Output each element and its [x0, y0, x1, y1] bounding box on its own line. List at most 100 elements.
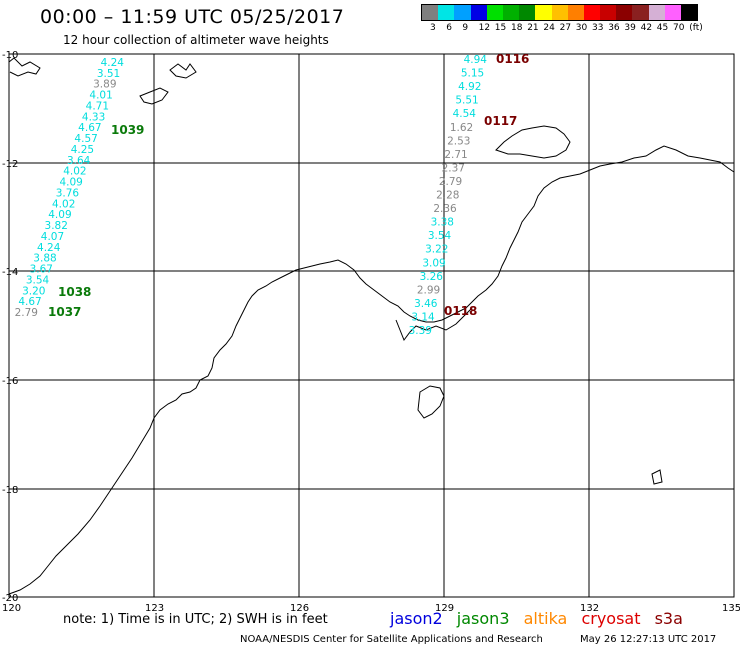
legend-label: 70: [673, 23, 685, 33]
satellite-name-altika: altika: [523, 609, 568, 628]
pass-label: 0116: [496, 52, 529, 66]
wave-height-value: 3.64: [67, 155, 91, 167]
axis-tick-labels: 120 123 126 129 132 135 -10 -12 -14 -16 …: [2, 50, 740, 614]
legend-swatches: [421, 4, 699, 21]
legend-label: 18: [511, 23, 523, 33]
pass-label: 0117: [484, 114, 517, 128]
wave-height-value: 3.26: [420, 271, 444, 283]
x-tick-label: 120: [2, 603, 21, 614]
y-tick-label: -14: [2, 267, 18, 278]
wave-height-value: 4.33: [82, 111, 105, 123]
wave-height-value: 4.94: [464, 54, 488, 66]
small-island-coast: [139, 87, 169, 105]
wave-height-value: 4.09: [59, 177, 82, 189]
wave-height-value: 3.67: [30, 264, 53, 276]
coastlines: [8, 57, 735, 595]
pass-label: 1039: [111, 123, 144, 137]
wave-height-value: 3.22: [425, 244, 448, 256]
legend-swatch: [664, 5, 681, 20]
legend-swatch: [519, 5, 536, 20]
wave-height-value: 2.53: [447, 135, 470, 147]
wave-height-value: 5.51: [455, 95, 478, 107]
wave-height-value: 4.92: [458, 81, 481, 93]
legend-label: (ft): [689, 23, 703, 33]
legend-label: 24: [543, 23, 555, 33]
wave-height-value: 5.15: [461, 68, 484, 80]
legend-swatch: [438, 5, 455, 20]
x-tick-label: 135: [722, 603, 740, 614]
island-coast: [417, 385, 445, 419]
satellite-track-right[interactable]: 4.94 5.154.92 5.514.54 1.622.53 2.712.37 2.79…: [409, 54, 488, 337]
legend-label: 3: [430, 23, 436, 33]
legend-swatch: [535, 5, 552, 20]
credit-line: NOAA/NESDIS Center for Satellite Applica…: [240, 634, 543, 645]
legend-label: 36: [608, 23, 620, 33]
wave-height-value: 3.88: [33, 253, 56, 265]
wave-height-value: 2.37: [442, 162, 465, 174]
legend-label: 30: [575, 23, 588, 33]
y-tick-label: -16: [2, 376, 18, 387]
wave-height-value: 4.25: [71, 144, 94, 156]
wave-height-value: 4.01: [89, 90, 112, 102]
wave-height-value: 4.57: [74, 133, 97, 145]
wave-height-value: 3.82: [45, 220, 68, 232]
satellite-name-jason3: jason3: [456, 609, 510, 628]
page-subtitle: 12 hour collection of altimeter wave hei…: [63, 33, 329, 47]
arnhem-coast: [495, 125, 571, 159]
legend-swatch: [470, 5, 487, 20]
legend-label: 15: [494, 23, 507, 33]
timor-coast: [8, 57, 41, 77]
map-frame: [8, 53, 735, 598]
wave-height-value: 3.14: [411, 311, 435, 323]
y-tick-label: -10: [2, 50, 18, 61]
y-tick-label: -18: [2, 485, 18, 496]
pass-label: 1038: [58, 285, 91, 299]
kimberley-coast: [8, 145, 735, 595]
wave-height-value: 3.09: [422, 257, 445, 269]
wave-height-value: 4.24: [101, 57, 125, 69]
legend-label: 45: [656, 23, 669, 33]
wave-height-value: 2.79: [15, 307, 38, 319]
wave-height-value: 3.46: [414, 298, 438, 310]
wave-height-value: 4.02: [63, 166, 86, 178]
wave-height-value: 2.36: [433, 203, 457, 215]
wave-height-value: 1.62: [450, 122, 473, 134]
legend-swatch: [486, 5, 503, 20]
satellite-legend: jason2 jason3 altika cryosat s3a: [390, 609, 692, 628]
satellite-name-cryosat: cryosat: [581, 609, 641, 628]
x-tick-label: 123: [145, 603, 164, 614]
legend-label: 6: [446, 23, 452, 33]
wave-height-value: 2.71: [444, 149, 467, 161]
map-note: note: 1) Time is in UTC; 2) SWH is in fe…: [63, 612, 328, 627]
legend-labels: 3 6 9 12 15 18 21 24 27 30 33 36 39 42 45 70 (ft): [421, 21, 703, 35]
legend-label: 12: [478, 23, 491, 33]
wave-height-value: 3.51: [97, 68, 120, 80]
wave-height-value: 4.67: [18, 296, 41, 308]
wave-height-value: 3.54: [428, 230, 452, 242]
wave-height-value: 4.09: [48, 209, 71, 221]
legend-label: 39: [624, 23, 636, 33]
legend-label: 21: [527, 23, 539, 33]
legend-label: 9: [462, 23, 469, 33]
legend-swatch: [502, 5, 520, 20]
satellite-track-left[interactable]: 4.243.513.894.014.714.334.674.574.253.64…: [15, 57, 125, 319]
x-tick-label: 129: [435, 603, 454, 614]
legend-swatch: [567, 5, 584, 20]
wave-height-value: 3.76: [56, 187, 80, 199]
satellite-name-s3a: s3a: [654, 609, 683, 628]
wave-height-value: 3.54: [26, 274, 50, 286]
legend-swatch: [454, 5, 471, 20]
y-tick-label: -12: [2, 159, 18, 170]
wave-height-value: 2.79: [439, 176, 462, 188]
wave-height-value: 4.07: [41, 231, 64, 243]
legend-swatch: [551, 5, 568, 20]
wave-height-value: 4.24: [37, 242, 61, 254]
legend-swatch: [583, 5, 601, 20]
pass-label: 0118: [444, 304, 477, 318]
x-tick-label: 126: [290, 603, 309, 614]
wave-height-value: 4.71: [86, 100, 109, 112]
y-tick-label: -20: [2, 593, 18, 604]
pass-label: 1037: [48, 305, 81, 319]
wave-height-value: 3.39: [409, 325, 432, 337]
